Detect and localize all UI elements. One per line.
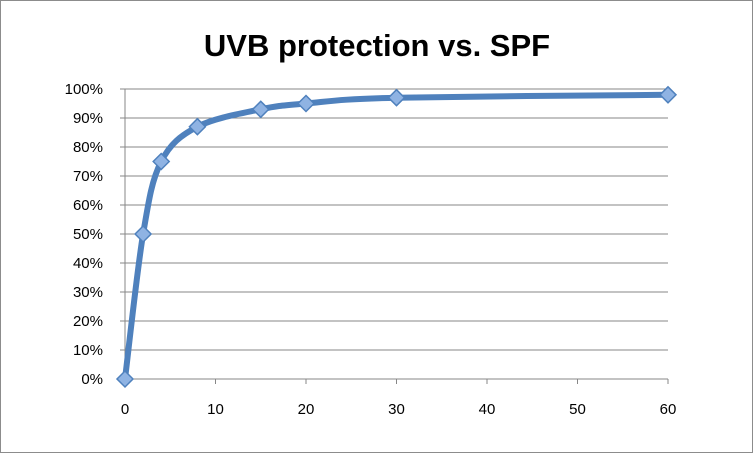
series-line: [122, 91, 671, 382]
y-tick-label: 80%: [73, 139, 103, 156]
data-point-marker: [251, 100, 270, 119]
data-point-marker: [134, 224, 153, 244]
y-tick-label: 90%: [73, 110, 103, 127]
y-tick-label: 30%: [73, 284, 103, 301]
gridlines: [125, 88, 668, 351]
x-tick-label: 0: [121, 401, 129, 418]
y-tick-label: 50%: [73, 226, 103, 243]
x-tick-label: 20: [298, 401, 315, 418]
data-point-marker: [115, 369, 135, 389]
y-tick-label: 10%: [73, 342, 103, 359]
axes: 0% 10% 20% 30% 40% 50% 60% 70% 80% 90% 100% 0 10 20 30…: [65, 81, 677, 418]
chart-title: UVB protection vs. SPF: [204, 28, 550, 63]
x-tick-label: 50: [569, 401, 586, 418]
y-tick-label: 100%: [65, 81, 103, 98]
x-tick-label: 60: [660, 401, 677, 418]
marker-layer: [115, 85, 678, 389]
x-tick-label: 10: [207, 401, 224, 418]
data-point-marker: [658, 85, 678, 104]
series-layer: [122, 91, 671, 382]
data-point-marker: [296, 94, 316, 113]
data-point-marker: [188, 117, 207, 136]
y-tick-label: 20%: [73, 313, 103, 330]
data-point-marker: [387, 88, 406, 107]
y-tick-label: 40%: [73, 255, 103, 272]
y-tick-label: 60%: [73, 197, 103, 214]
y-tick-label: 0%: [81, 371, 103, 388]
x-tick-label: 30: [388, 401, 405, 418]
x-tick-label: 40: [479, 401, 496, 418]
y-tick-label: 70%: [73, 168, 103, 185]
data-point-marker: [152, 152, 171, 171]
